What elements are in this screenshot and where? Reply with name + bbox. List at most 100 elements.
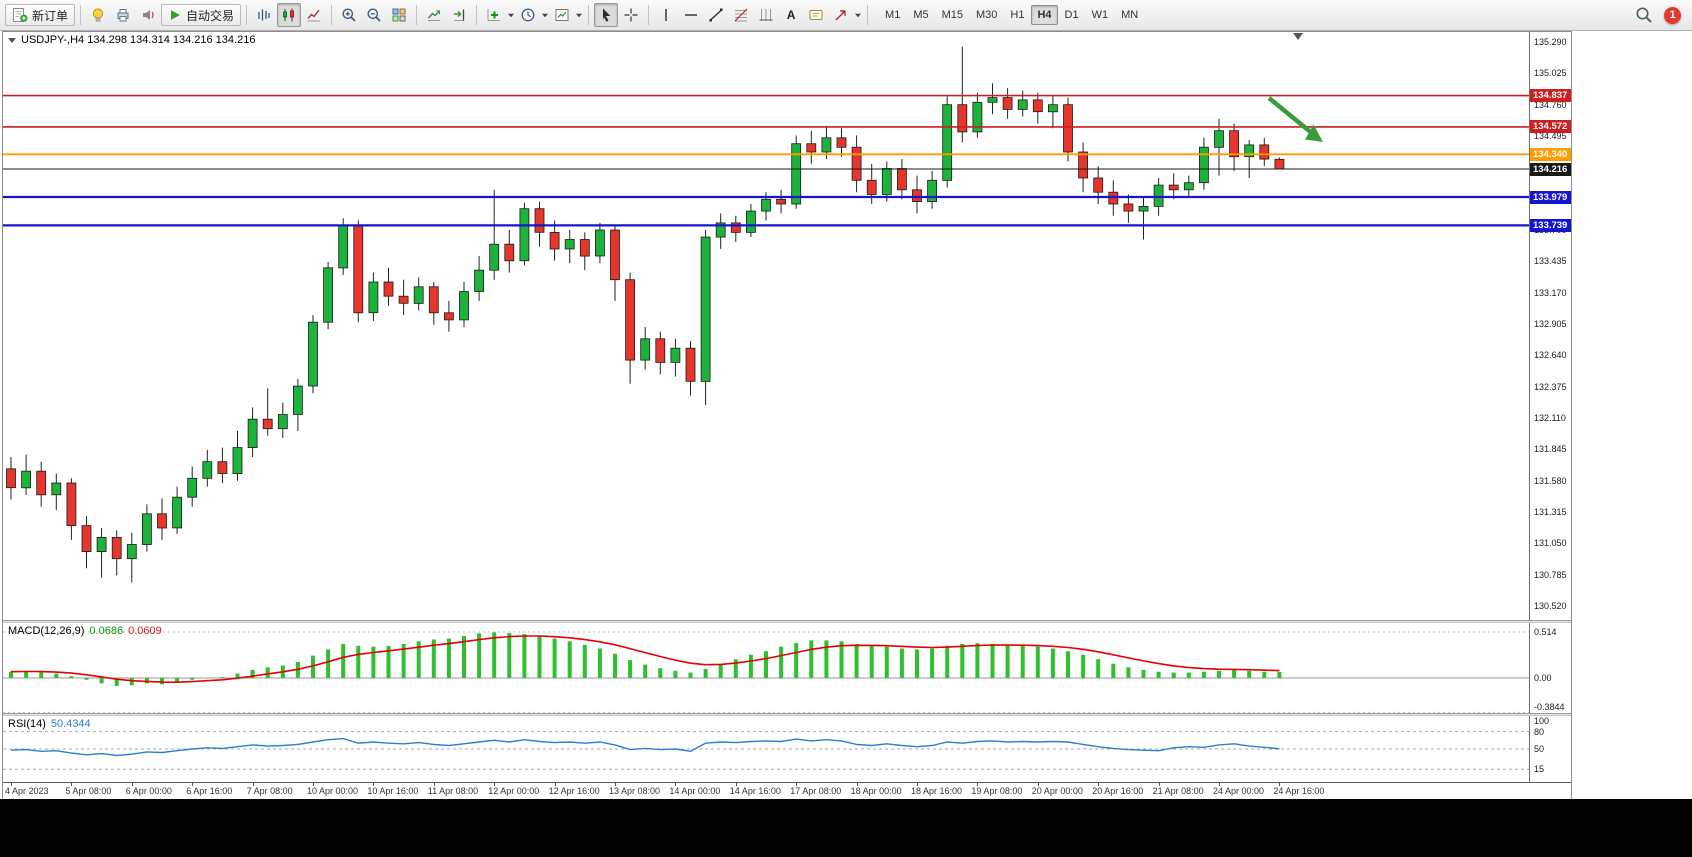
vertical-line-icon: [665, 9, 667, 21]
text-tool-button[interactable]: A: [779, 3, 803, 27]
rsi-panel[interactable]: RSI(14) 50.4344 100 80 50 15: [3, 716, 1571, 782]
macd-panel[interactable]: MACD(12,26,9) 0.0686 0.0609 0.514 0.00 -0.…: [3, 623, 1571, 713]
templates-button[interactable]: [550, 3, 574, 27]
time-label: 6 Apr 00:00: [125, 786, 172, 796]
notification-badge[interactable]: 1: [1664, 6, 1681, 24]
time-tick: [675, 783, 677, 786]
new-order-button[interactable]: 新订单: [5, 4, 76, 26]
axis-tick-label: 130.785: [1534, 569, 1567, 580]
chart-shift-button[interactable]: [447, 3, 471, 27]
search-button[interactable]: [1632, 3, 1656, 27]
text-label-button[interactable]: [804, 3, 828, 27]
time-label: 17 Apr 08:00: [790, 786, 842, 796]
periods-dropdown-caret[interactable]: [541, 7, 549, 23]
zoom-in-button[interactable]: [337, 3, 361, 27]
arrow-tools-dropdown-caret[interactable]: [854, 7, 862, 23]
timeframe-h1[interactable]: H1: [1010, 9, 1025, 21]
toolbar-separator: [246, 5, 248, 25]
bar-chart-button[interactable]: [252, 3, 276, 27]
indicators-button[interactable]: [482, 3, 506, 27]
toolbar-separator: [648, 5, 650, 25]
time-label: 12 Apr 00:00: [488, 786, 540, 796]
time-label: 6 Apr 16:00: [186, 786, 233, 796]
dropdown-caret-icon: [542, 13, 549, 18]
cycle-lines-button[interactable]: [754, 3, 778, 27]
shift-marker: [1293, 33, 1303, 40]
axis-tick-label: 133.435: [1534, 256, 1567, 267]
timeframe-mn[interactable]: MN: [1121, 9, 1139, 21]
candlestick-chart-button[interactable]: [277, 3, 302, 27]
rsi-title-row: RSI(14) 50.4344: [8, 718, 91, 730]
price-level-badge: 134.216: [1530, 162, 1571, 176]
auto-scroll-button[interactable]: [422, 3, 446, 27]
crosshair-button[interactable]: [619, 3, 643, 27]
timeframe-m1[interactable]: M1: [885, 9, 901, 21]
vertical-line-button[interactable]: [654, 3, 678, 27]
tile-windows-icon: [392, 8, 406, 22]
rsi-axis: 100 80 50 15: [1529, 716, 1571, 782]
toolbar-separator: [80, 5, 82, 25]
crosshair-icon: [624, 8, 638, 22]
macd-chart: [3, 631, 1529, 713]
arrow-tools-button[interactable]: [829, 3, 853, 27]
metaeditor-button[interactable]: [86, 3, 110, 27]
candlestick-chart[interactable]: [3, 32, 1529, 620]
sound-button[interactable]: [136, 3, 160, 27]
time-label: 7 Apr 08:00: [246, 786, 293, 796]
axis-tick-label: 134.760: [1534, 99, 1567, 110]
text-icon: A: [786, 8, 796, 22]
periods-button[interactable]: [516, 3, 540, 27]
toolbar-separator: [331, 5, 333, 25]
chart-menu-icon[interactable]: [8, 37, 16, 43]
axis-tick-label: 0.514: [1534, 626, 1557, 637]
indicators-icon: [487, 9, 501, 21]
timeframe-m15[interactable]: M15: [941, 9, 963, 21]
timeframe-d1[interactable]: D1: [1064, 9, 1079, 21]
toolbar-separator: [588, 5, 590, 25]
time-label: 4 Apr 2023: [5, 786, 49, 796]
time-axis[interactable]: 4 Apr 2023 5 Apr 08:00 6 Apr 00:00 6 Apr 16…: [3, 782, 1571, 799]
level-lines: [3, 94, 1529, 227]
time-tick: [615, 783, 616, 786]
macd-name: MACD(12,26,9): [8, 625, 85, 637]
time-label: 20 Apr 00:00: [1031, 786, 1083, 796]
time-tick: [1098, 783, 1100, 786]
arrow-tools-icon: [835, 10, 846, 21]
templates-dropdown-caret[interactable]: [575, 7, 583, 23]
time-label: 24 Apr 00:00: [1213, 786, 1265, 796]
panel-divider[interactable]: [3, 620, 1571, 623]
chart-window-usdjpy: USDJPY-,H4 134.298 134.314 134.216 134.2…: [2, 31, 1572, 799]
cursor-icon: [603, 8, 611, 22]
time-tick: [71, 783, 73, 786]
time-label: 18 Apr 00:00: [850, 786, 902, 796]
timeframe-m30[interactable]: M30: [976, 9, 998, 21]
axis-tick-label: 100: [1534, 716, 1550, 726]
zoom-out-button[interactable]: [362, 3, 386, 27]
macd-title-row: MACD(12,26,9) 0.0686 0.0609: [8, 625, 162, 637]
line-chart-button[interactable]: [302, 3, 326, 27]
price-axis[interactable]: 135.290135.025134.760134.495134.230133.9…: [1529, 32, 1571, 620]
time-label: 19 Apr 08:00: [971, 786, 1023, 796]
timeframe-m5[interactable]: M5: [913, 9, 929, 21]
sound-icon: [143, 10, 154, 20]
auto-trading-icon: [171, 10, 180, 20]
axis-tick-label: 134.495: [1534, 131, 1567, 141]
horizontal-line-button[interactable]: [679, 3, 703, 27]
trendline-button[interactable]: [704, 3, 728, 27]
periods-icon: [521, 8, 535, 22]
panel-divider[interactable]: [3, 713, 1571, 716]
auto-scroll-icon: [428, 10, 441, 21]
axis-tick-label: 132.640: [1534, 350, 1567, 361]
axis-tick-label: 130.520: [1534, 601, 1567, 611]
auto-trading-button[interactable]: 自动交易: [161, 4, 242, 26]
indicators-dropdown-caret[interactable]: [507, 7, 515, 23]
timeframe-h4[interactable]: H4: [1031, 5, 1058, 25]
horizontal-line-icon: [685, 14, 698, 16]
print-button[interactable]: [111, 3, 135, 27]
price-panel[interactable]: USDJPY-,H4 134.298 134.314 134.216 134.2…: [3, 32, 1571, 620]
axis-tick-label: -0.3844: [1534, 702, 1565, 712]
cursor-button[interactable]: [594, 3, 619, 27]
tile-windows-button[interactable]: [387, 3, 411, 27]
fibonacci-button[interactable]: [729, 3, 753, 27]
timeframe-w1[interactable]: W1: [1091, 9, 1109, 21]
